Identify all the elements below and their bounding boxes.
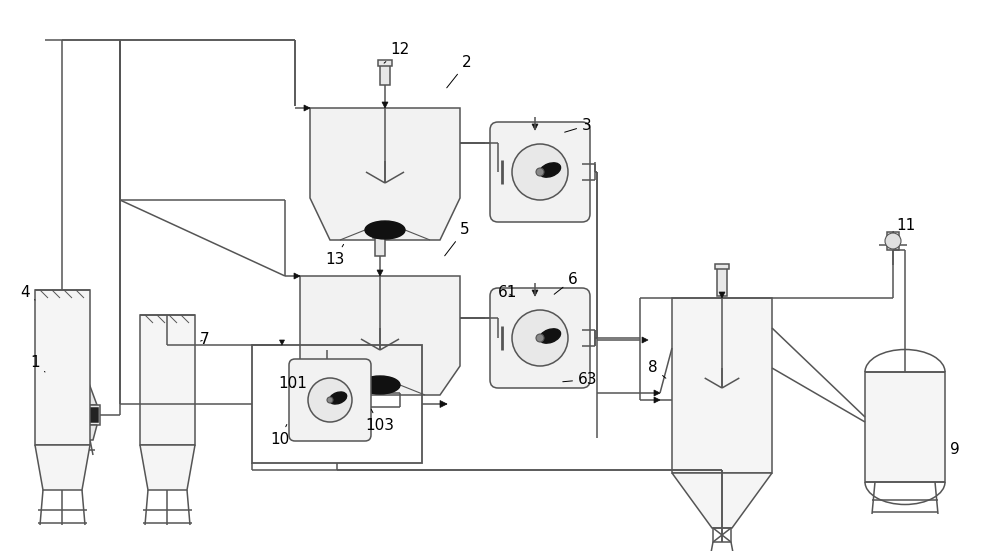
Polygon shape [532,124,538,130]
Polygon shape [310,108,460,240]
Bar [713,528,731,542]
Bar [140,315,195,445]
Text: 6: 6 [554,272,578,294]
Circle shape [536,168,544,176]
Polygon shape [53,425,97,440]
Polygon shape [304,105,310,111]
Ellipse shape [329,392,347,404]
Bar [373,233,387,238]
Polygon shape [654,390,660,396]
Text: 10: 10 [270,424,289,447]
Bar [68,363,82,373]
FancyBboxPatch shape [490,122,590,222]
Text: 63: 63 [563,372,598,387]
Circle shape [885,233,901,249]
Text: 13: 13 [325,245,344,267]
Ellipse shape [360,376,400,394]
Circle shape [512,144,568,200]
Polygon shape [300,276,460,395]
Text: 11: 11 [893,218,915,233]
Text: 2: 2 [447,55,472,88]
Polygon shape [35,445,90,490]
Polygon shape [140,445,195,490]
Text: 103: 103 [365,409,394,433]
Polygon shape [377,270,383,276]
Bar [715,264,729,269]
Bar [375,236,385,256]
Text: 4: 4 [20,285,35,300]
Polygon shape [654,397,660,403]
Polygon shape [440,401,447,408]
Polygon shape [532,290,538,296]
Polygon shape [719,292,725,298]
Bar [50,405,100,425]
Text: 9: 9 [950,442,960,457]
Text: 3: 3 [565,118,592,133]
Polygon shape [294,273,300,279]
Polygon shape [672,473,772,528]
Bar [252,345,422,463]
Bar [380,63,390,85]
Circle shape [308,378,352,422]
Text: 8: 8 [648,360,666,378]
Text: 5: 5 [445,222,470,256]
Polygon shape [382,102,388,108]
Polygon shape [53,378,97,405]
Circle shape [512,310,568,366]
Bar [865,372,945,482]
Ellipse shape [539,163,561,177]
Ellipse shape [365,221,405,239]
Text: 61: 61 [498,285,517,300]
Polygon shape [324,360,330,365]
Text: 1: 1 [30,355,45,372]
Bar [717,268,727,296]
Bar [52,408,98,422]
Circle shape [327,397,333,403]
Text: 12: 12 [384,42,409,63]
FancyBboxPatch shape [289,359,371,441]
Circle shape [536,334,544,342]
Bar [63,360,87,378]
Bar [887,232,899,250]
Bar [672,298,772,473]
Polygon shape [642,337,648,343]
Ellipse shape [539,329,561,343]
Bar [35,290,90,445]
Polygon shape [280,340,285,345]
Text: 7: 7 [200,332,210,347]
FancyBboxPatch shape [490,288,590,388]
Bar [378,60,392,66]
Text: 101: 101 [278,376,307,391]
